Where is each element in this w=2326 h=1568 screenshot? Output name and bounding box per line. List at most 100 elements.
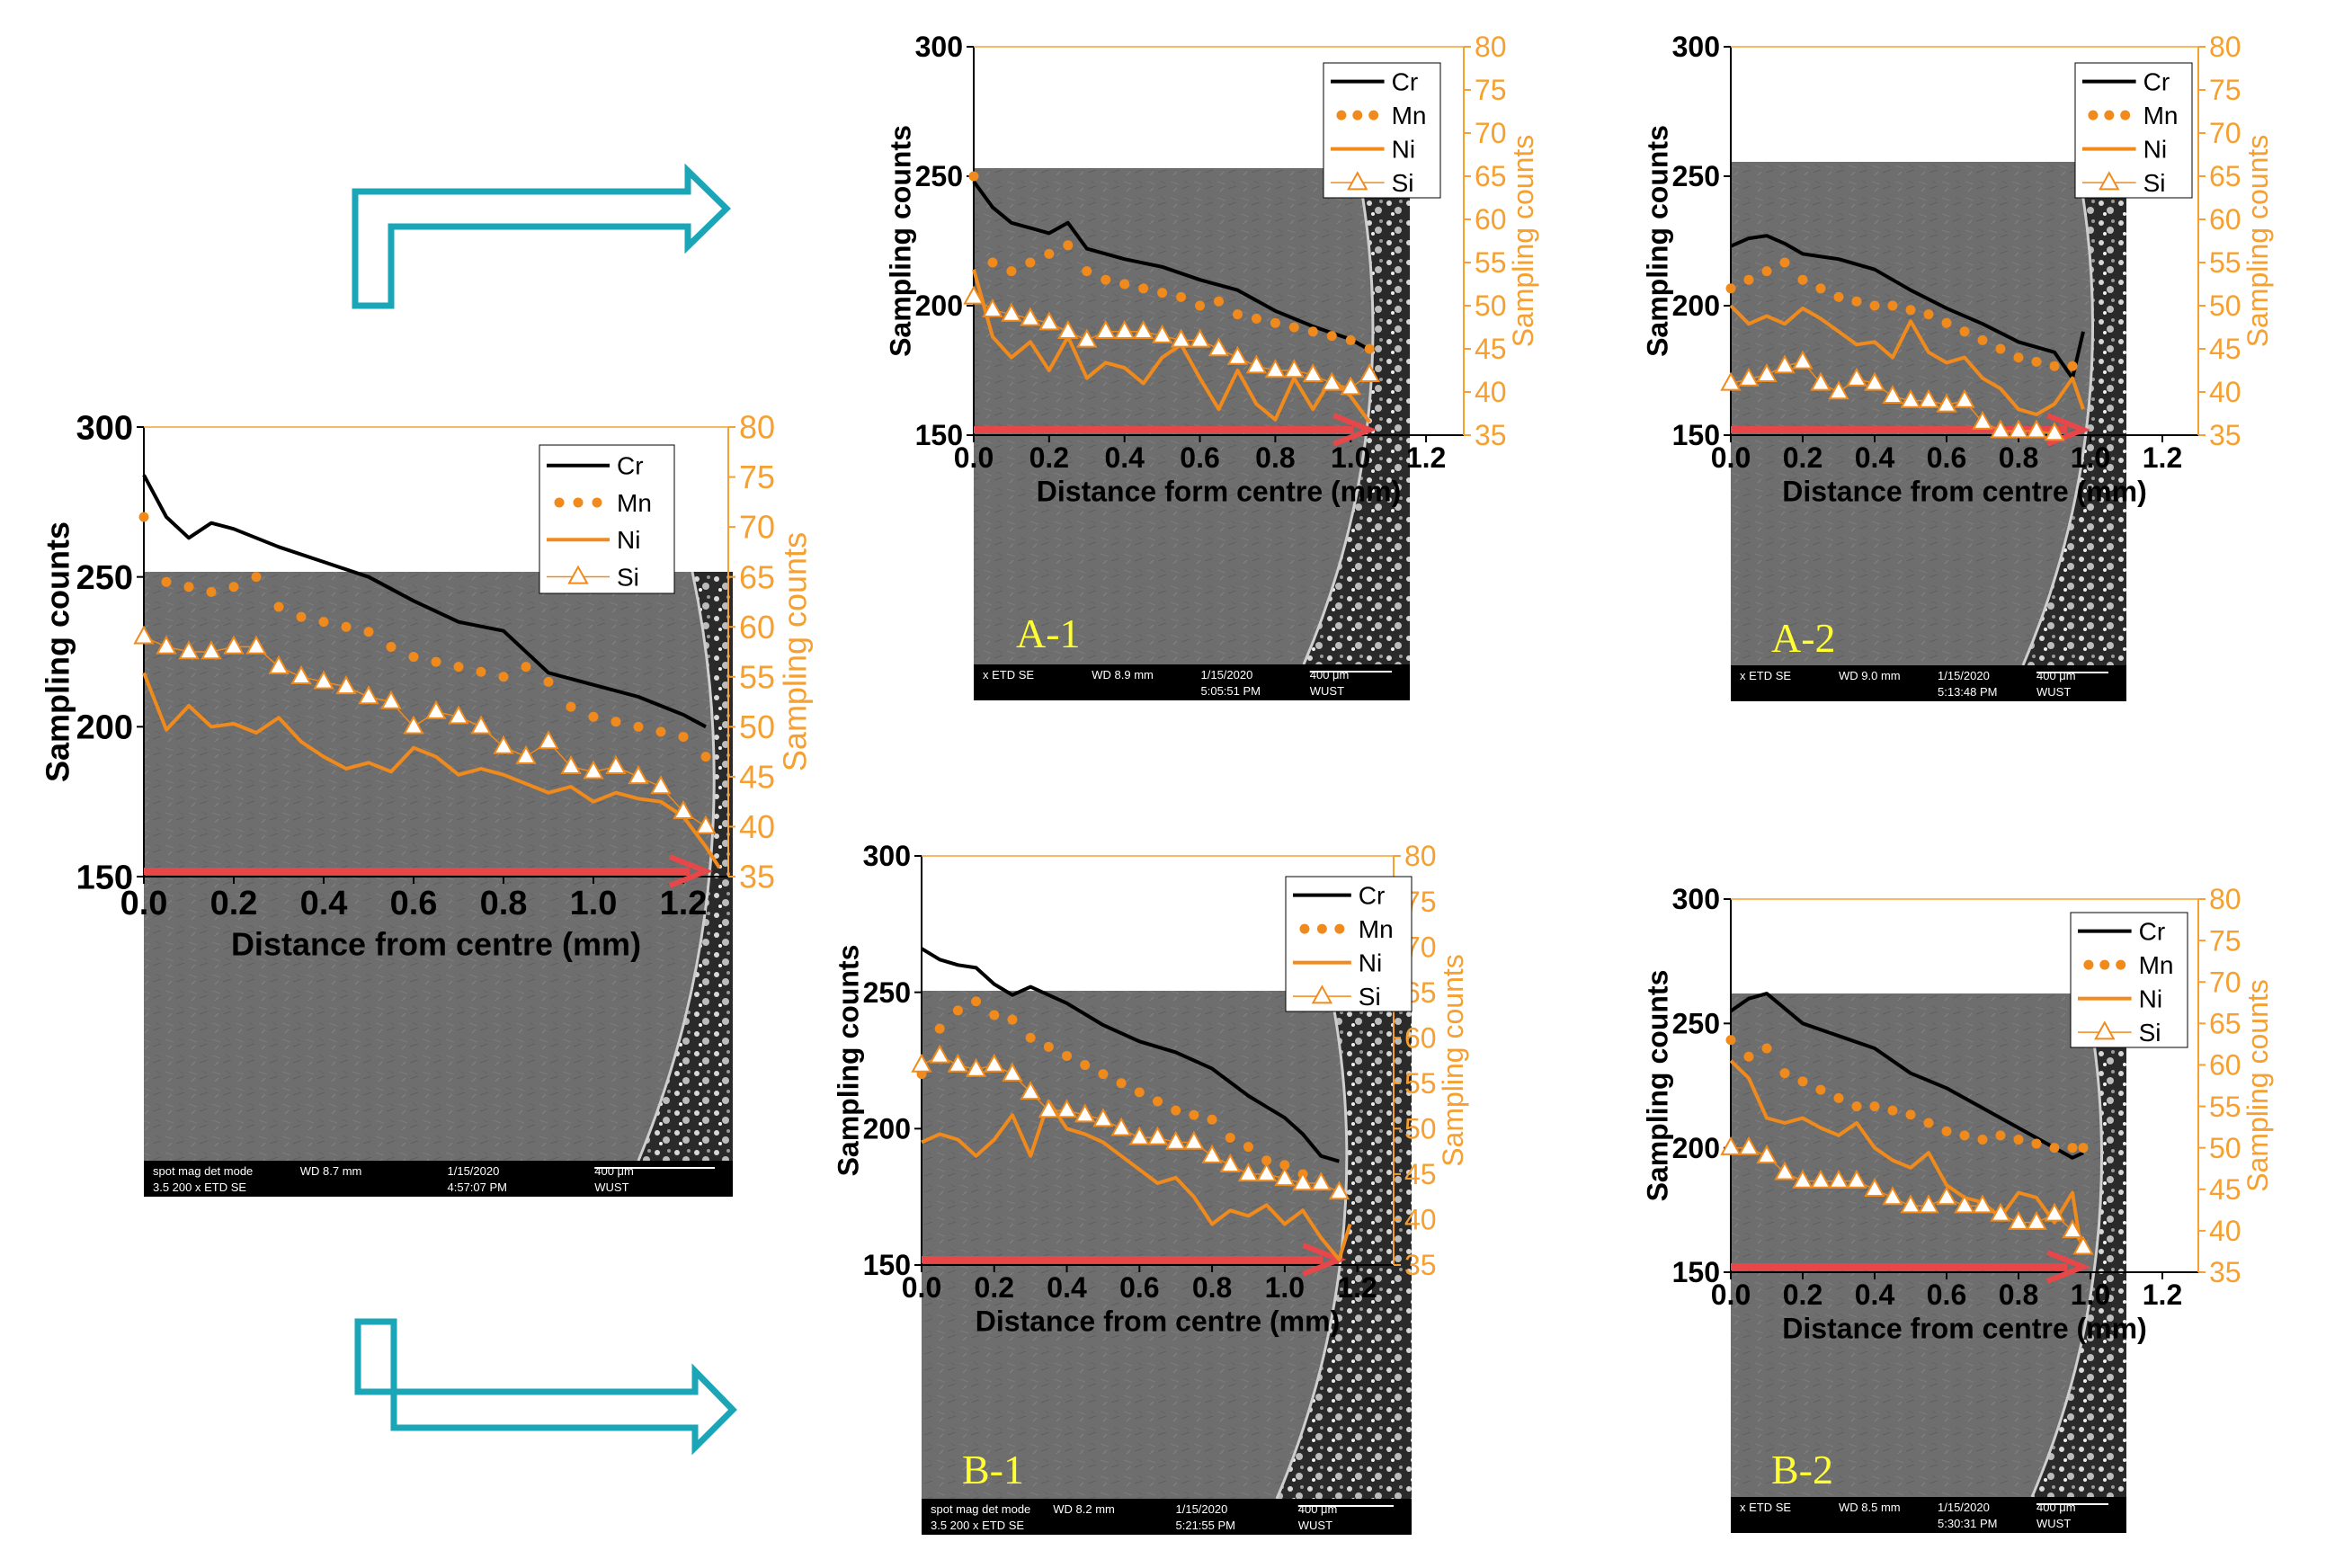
data-point-si — [313, 670, 334, 690]
y-right-tick-label: 45 — [1475, 333, 1507, 365]
legend-item-si: Si — [2082, 169, 2166, 197]
data-point-mn — [1725, 283, 1736, 294]
x-tick-label: 0.4 — [1855, 1278, 1895, 1311]
legend-swatch-mn — [1334, 923, 1345, 934]
data-point-mn — [1345, 334, 1356, 345]
sem-info-text: 400 μm — [594, 1164, 634, 1178]
y-tick-label: 200 — [863, 1113, 911, 1145]
y-tick-label: 150 — [76, 859, 133, 896]
legend-swatch-mn — [2088, 110, 2099, 120]
data-point-si — [650, 775, 672, 795]
y-right-tick-label: 45 — [1404, 1158, 1437, 1190]
data-point-mn — [1098, 1069, 1109, 1080]
y-right-tick-label: 75 — [1475, 74, 1507, 106]
legend-label-ni: Ni — [1359, 949, 1382, 977]
legend: Cr Mn Ni Si — [1285, 876, 1413, 1012]
data-point-mn — [521, 662, 531, 673]
series-ni — [921, 1100, 1352, 1261]
series-cr — [1730, 234, 2085, 380]
data-point-si — [1038, 311, 1060, 331]
legend-swatch-mn — [554, 497, 565, 508]
data-point-mn — [1195, 300, 1206, 311]
x-tick-label: 1.0 — [1331, 441, 1370, 474]
data-point-mn — [971, 996, 982, 1007]
legend-item-mn: Mn — [2083, 951, 2174, 979]
data-point-mn — [1101, 274, 1111, 285]
x-tick-label: 1.2 — [2143, 441, 2182, 474]
data-point-si — [1900, 388, 1921, 408]
data-point-si — [201, 640, 222, 660]
y-right-tick-label: 55 — [2209, 246, 2241, 279]
data-point-mn — [1743, 274, 1754, 285]
y-right-tick-label: 80 — [2209, 883, 2241, 915]
sem-info-text: WUST — [594, 1180, 628, 1194]
legend-swatch-mn — [1352, 110, 1363, 120]
y-right-tick-label: 40 — [1475, 376, 1507, 408]
x-tick-label: 1.2 — [2143, 1278, 2182, 1311]
x-tick-label: 0.8 — [1192, 1271, 1232, 1304]
sem-info-bar: x ETD SE WD 8.9 mm 1/15/2020 400 μm 5:05:51 … — [974, 664, 1410, 700]
data-point-mn — [1044, 248, 1055, 259]
y-right-tick-label: 70 — [2209, 966, 2241, 998]
sem-info-text: spot mag det mode — [153, 1164, 253, 1178]
data-point-si — [1774, 1161, 1796, 1180]
data-point-si — [1302, 362, 1324, 382]
data-point-si — [695, 815, 717, 834]
data-point-si — [1774, 354, 1796, 374]
data-point-mn — [968, 171, 979, 182]
data-point-si — [1882, 1186, 1903, 1206]
legend-swatch-mn — [573, 497, 584, 508]
y-axis-title: Sampling counts — [1642, 970, 1674, 1202]
x-tick-label: 0.4 — [300, 885, 348, 922]
data-point-mn — [453, 662, 464, 673]
data-point-mn — [1063, 240, 1074, 251]
sem-info-text: WD 8.5 mm — [1839, 1501, 1901, 1514]
data-point-si — [1792, 1169, 1814, 1189]
legend-swatch-si — [567, 565, 589, 584]
sem-info-text: 400 μm — [1310, 668, 1350, 682]
data-point-mn — [1869, 300, 1880, 311]
data-point-si — [560, 754, 582, 774]
data-point-si — [1292, 1172, 1314, 1191]
data-point-mn — [1043, 1041, 1054, 1052]
data-point-mn — [2049, 1143, 2060, 1154]
data-point-mn — [1797, 274, 1808, 285]
data-point-mn — [1082, 266, 1092, 277]
legend-swatch-si — [2099, 171, 2120, 191]
data-point-mn — [989, 1010, 1000, 1020]
data-point-si — [1310, 1172, 1332, 1191]
sem-info-bar: spot mag det mode WD 8.2 mm 1/15/2020 400 μ… — [922, 1499, 1412, 1535]
series-cr — [920, 947, 1340, 1163]
data-point-mn — [251, 572, 262, 583]
data-point-si — [1056, 1099, 1078, 1118]
data-point-mn — [1725, 1035, 1736, 1046]
legend-label-cr: Cr — [2139, 918, 2166, 946]
legend-item-cr: Cr — [2082, 68, 2170, 96]
sample-label: A-1 — [1016, 610, 1081, 656]
legend-label-ni: Ni — [2143, 136, 2167, 164]
data-point-mn — [1887, 300, 1898, 311]
sem-info-bar: x ETD SE WD 8.5 mm 1/15/2020 400 μm 5:30:31 … — [1731, 1497, 2126, 1533]
series-ni — [142, 672, 721, 869]
sem-polished-surface — [974, 168, 1373, 664]
sem-info-text: 400 μm — [1298, 1502, 1338, 1516]
legend-item-cr: Cr — [1293, 882, 1385, 910]
direction-arrow — [144, 854, 714, 888]
series-line-ni — [1729, 304, 2085, 416]
y-right-tick-label: 55 — [1404, 1067, 1437, 1100]
data-point-mn — [1833, 1092, 1844, 1103]
data-point-si — [1132, 319, 1154, 339]
data-point-si — [1918, 388, 1939, 408]
legend-item-si: Si — [2078, 1019, 2161, 1047]
series-cr — [1729, 992, 2084, 1160]
data-point-si — [1738, 1136, 1760, 1155]
y-right-axis-title: Sampling counts — [1507, 135, 1539, 348]
sem-info-text: 1/15/2020 — [1176, 1502, 1228, 1516]
data-point-mn — [1251, 313, 1261, 324]
data-point-mn — [1779, 257, 1790, 268]
data-point-si — [223, 635, 245, 655]
series-mn — [138, 512, 711, 762]
